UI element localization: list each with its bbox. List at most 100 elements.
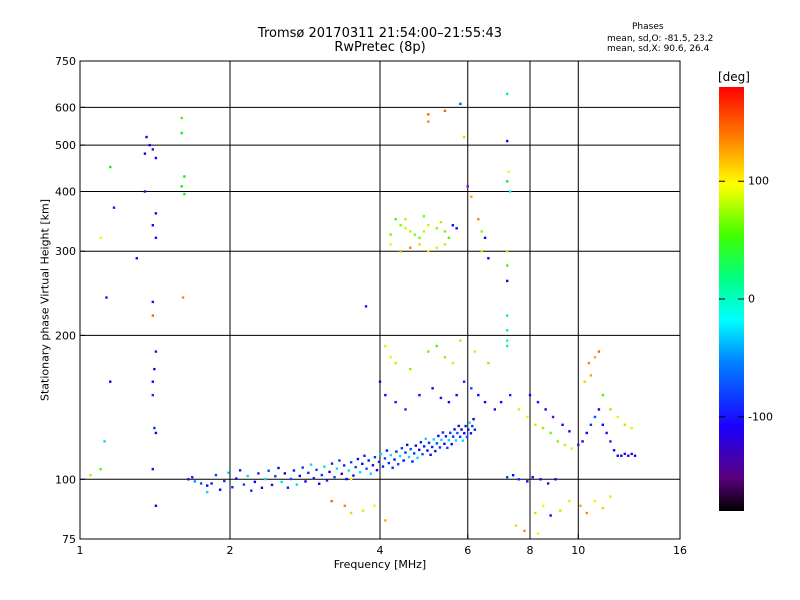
- data-point: [330, 499, 333, 503]
- data-point: [264, 477, 267, 481]
- data-point: [601, 506, 605, 510]
- data-point: [623, 452, 627, 456]
- data-point: [441, 431, 445, 434]
- data-point: [320, 473, 324, 477]
- data-point: [443, 356, 447, 359]
- data-point: [435, 227, 438, 230]
- data-point: [151, 314, 155, 317]
- data-point: [541, 504, 545, 508]
- data-point: [616, 415, 619, 419]
- data-point: [461, 439, 465, 442]
- data-point: [283, 472, 287, 475]
- data-point: [541, 426, 545, 430]
- colorbar-tick-label: 100: [748, 174, 769, 188]
- data-point: [361, 509, 365, 512]
- data-point: [432, 438, 435, 441]
- data-point: [394, 361, 397, 365]
- y-tick-label: 200: [55, 329, 76, 342]
- data-point: [627, 454, 630, 457]
- data-point: [505, 264, 509, 267]
- data-point: [549, 514, 552, 517]
- data-point: [453, 428, 456, 431]
- data-point: [449, 431, 452, 435]
- data-point: [315, 468, 318, 472]
- colorbar-unit: [deg]: [718, 70, 750, 84]
- data-point: [443, 442, 446, 446]
- data-point: [199, 482, 203, 485]
- data-point: [477, 393, 480, 397]
- data-point: [447, 236, 451, 240]
- data-point: [354, 465, 357, 469]
- data-point: [191, 476, 194, 479]
- data-point: [407, 455, 411, 459]
- data-point: [250, 489, 253, 492]
- data-point: [154, 212, 158, 215]
- data-point: [536, 400, 540, 404]
- data-point: [505, 92, 509, 96]
- data-point: [387, 461, 391, 465]
- chart-title: Tromsø 20170311 21:54:00–21:55:43: [257, 26, 503, 41]
- data-point: [361, 462, 364, 466]
- data-point: [583, 380, 586, 383]
- data-point: [289, 477, 293, 481]
- data-point: [416, 456, 419, 460]
- data-point: [459, 102, 462, 106]
- data-point: [536, 532, 540, 535]
- data-point: [112, 206, 116, 209]
- data-point: [427, 250, 430, 253]
- data-point: [298, 474, 302, 478]
- data-point: [601, 423, 605, 427]
- data-point: [505, 250, 509, 253]
- y-axis-label: Stationary phase Virtual Height [km]: [38, 198, 52, 402]
- data-point: [154, 431, 158, 435]
- data-point: [411, 460, 414, 463]
- data-point: [404, 227, 407, 230]
- data-point: [427, 441, 431, 445]
- data-point: [292, 469, 296, 472]
- data-point: [109, 165, 112, 169]
- data-point: [434, 449, 437, 453]
- colorbar-tick-label: -100: [748, 410, 773, 424]
- data-point: [384, 393, 387, 397]
- data-point: [429, 453, 432, 457]
- data-point: [301, 466, 304, 469]
- data-point: [612, 449, 616, 452]
- data-point: [210, 482, 213, 485]
- data-point: [431, 387, 434, 390]
- data-point: [151, 224, 155, 227]
- data-point: [471, 424, 474, 428]
- data-point: [526, 480, 529, 483]
- data-point: [389, 356, 392, 359]
- data-point: [364, 305, 368, 308]
- data-point: [480, 250, 483, 253]
- data-point: [151, 467, 155, 471]
- y-tick-label: 75: [62, 533, 76, 546]
- data-point: [398, 454, 402, 458]
- data-point: [505, 180, 509, 183]
- data-point: [593, 415, 597, 419]
- data-point: [426, 449, 429, 452]
- data-point: [205, 490, 209, 494]
- data-point: [400, 447, 404, 450]
- data-point: [487, 361, 490, 365]
- data-point: [435, 344, 438, 348]
- data-point: [356, 457, 360, 461]
- data-point: [439, 396, 443, 400]
- data-point: [460, 428, 463, 431]
- x-tick-label: 4: [377, 544, 384, 557]
- x-tick-label: 6: [464, 544, 471, 557]
- data-point: [153, 426, 156, 430]
- data-point: [597, 350, 601, 353]
- data-point: [365, 467, 368, 470]
- data-point: [517, 478, 521, 481]
- data-point: [399, 224, 402, 227]
- data-point: [526, 415, 529, 419]
- data-point: [446, 446, 449, 450]
- data-point: [151, 380, 155, 383]
- data-point: [455, 393, 458, 397]
- x-axis-label: Frequency [MHz]: [333, 558, 427, 571]
- data-point: [409, 447, 412, 451]
- data-point: [342, 464, 346, 467]
- chart-subtitle: RwPretec (8p): [334, 40, 426, 55]
